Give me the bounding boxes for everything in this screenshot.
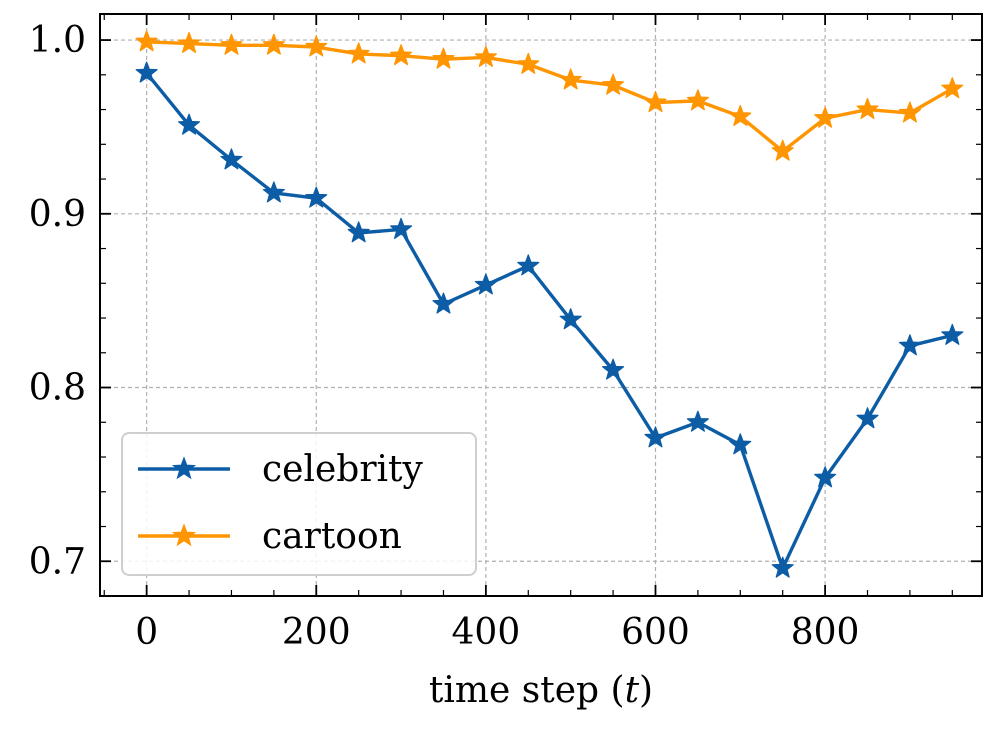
legend-items: celebrity cartoon	[138, 449, 424, 557]
data-point-cartoon	[305, 35, 328, 57]
legend-label: celebrity	[262, 449, 424, 490]
series-layer	[135, 30, 964, 578]
y-tick-labels: 0.7 0.8 0.9 1.0	[29, 20, 86, 582]
data-point-cartoon	[644, 91, 667, 113]
plot-frame	[99, 13, 983, 597]
data-point-celebrity	[771, 556, 794, 578]
data-point-celebrity	[474, 273, 497, 295]
x-axis-label: time step (t)	[429, 670, 653, 711]
x-tick-label: 0	[135, 612, 158, 653]
x-tick-label: 800	[791, 612, 860, 653]
data-point-celebrity	[347, 221, 370, 243]
series-line-celebrity	[145, 71, 953, 570]
data-point-cartoon	[474, 45, 497, 67]
data-point-celebrity	[262, 181, 285, 203]
series-cartoon	[135, 30, 964, 161]
data-point-cartoon	[262, 33, 285, 55]
data-point-celebrity	[177, 113, 201, 135]
data-point-celebrity	[220, 148, 243, 170]
data-point-cartoon	[517, 52, 540, 74]
data-point-celebrity	[390, 217, 413, 239]
legend-star-marker	[171, 456, 197, 480]
x-tick-label: 600	[621, 612, 690, 653]
data-point-cartoon	[559, 68, 582, 90]
data-point-cartoon	[771, 139, 794, 161]
data-point-celebrity	[135, 61, 158, 83]
data-point-celebrity	[602, 358, 625, 380]
axis-ticks	[100, 14, 982, 597]
data-point-cartoon	[220, 33, 243, 55]
series-celebrity	[135, 61, 964, 578]
data-point-celebrity	[856, 407, 879, 429]
data-point-celebrity	[729, 433, 752, 455]
legend-star-marker	[171, 523, 197, 547]
legend-item-cartoon: cartoon	[138, 516, 402, 557]
data-point-celebrity	[559, 308, 582, 330]
series-line-cartoon	[146, 40, 954, 153]
data-point-celebrity	[305, 186, 328, 208]
x-tick-label: 400	[452, 612, 521, 653]
data-point-celebrity	[644, 426, 667, 448]
data-point-cartoon	[814, 106, 837, 128]
x-tick-labels: 0 200 400 600 800	[135, 612, 859, 653]
legend-item-celebrity: celebrity	[138, 449, 424, 490]
data-point-cartoon	[941, 77, 964, 99]
data-point-celebrity	[432, 292, 455, 314]
y-tick-label: 1.0	[29, 20, 86, 61]
data-point-celebrity	[517, 254, 540, 276]
legend: celebrity cartoon	[121, 432, 477, 576]
data-point-cartoon	[347, 42, 370, 64]
y-tick-label: 0.8	[29, 368, 86, 409]
data-point-cartoon	[898, 101, 921, 123]
y-tick-label: 0.9	[29, 194, 86, 235]
data-point-cartoon	[602, 73, 625, 95]
data-point-cartoon	[432, 47, 455, 69]
data-point-celebrity	[814, 466, 837, 488]
data-point-celebrity	[941, 323, 964, 345]
data-point-cartoon	[390, 44, 413, 66]
data-point-cartoon	[856, 97, 879, 120]
data-point-cartoon	[729, 104, 752, 126]
data-point-celebrity	[898, 334, 921, 356]
x-tick-label: 200	[282, 612, 351, 653]
data-point-celebrity	[686, 410, 709, 432]
data-point-cartoon	[135, 30, 158, 52]
data-point-cartoon	[177, 31, 201, 54]
data-point-cartoon	[686, 89, 709, 111]
legend-label: cartoon	[262, 516, 402, 557]
y-tick-label: 0.7	[29, 541, 86, 582]
